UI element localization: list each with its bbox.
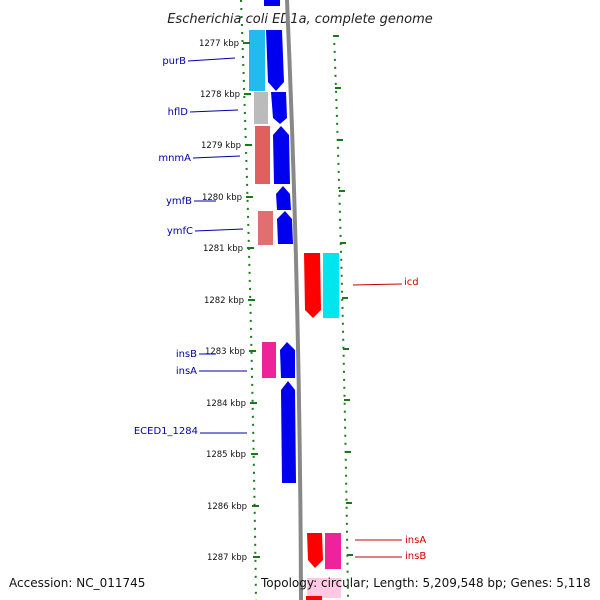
- gene-insA-right-arrow: [307, 533, 323, 568]
- kbp-tick-labels: 1277 kbp 1278 kbp 1279 kbp 1280 kbp 1281…: [199, 39, 260, 563]
- gene-insB-left-cds: [262, 342, 276, 378]
- gene-ymfC-arrow: [277, 211, 293, 244]
- gene-top-blue-fragment: [264, 0, 280, 6]
- gene-icd-arrow: [304, 253, 321, 318]
- genome-summary-text: Topology: circular; Length: 5,209,548 bp…: [261, 576, 591, 590]
- gene-bottom-red-fragment: [306, 596, 322, 600]
- gene-ECED1_1284-arrow: [281, 381, 296, 483]
- tick-1283: 1283 kbp: [205, 347, 245, 357]
- gene-mnmA-arrow: [273, 126, 290, 184]
- gene-insA-left-arrow: [280, 342, 295, 378]
- map-title: Escherichia coli ED1a, complete genome: [167, 12, 433, 27]
- tick-1277: 1277 kbp: [199, 39, 239, 49]
- gene-purB-cds: [249, 30, 265, 91]
- label-ymfB[interactable]: ymfB: [166, 196, 192, 207]
- tick-1286: 1286 kbp: [207, 502, 247, 512]
- right-ruler-ticks: [333, 35, 353, 556]
- tick-1278: 1278 kbp: [200, 90, 240, 100]
- gene-ymfC-cds: [258, 211, 273, 245]
- label-hflD[interactable]: hflD: [168, 107, 189, 118]
- tick-1280: 1280 kbp: [202, 193, 242, 203]
- gene-hflD-arrow: [271, 92, 287, 124]
- left-gene-labels: purB hflD mnmA ymfB ymfC insB insA ECED1…: [134, 56, 247, 437]
- label-insB-left[interactable]: insB: [176, 349, 197, 360]
- gene-mnmA-cds: [255, 126, 270, 184]
- label-insB-right[interactable]: insB: [405, 551, 426, 562]
- gene-hflD-cds: [254, 92, 268, 124]
- gene-ymfB-arrow: [276, 186, 291, 210]
- tick-1279: 1279 kbp: [201, 141, 241, 151]
- gene-bottom-pink-fragment: [307, 578, 341, 598]
- tick-1285: 1285 kbp: [206, 450, 246, 460]
- tick-1281: 1281 kbp: [203, 244, 243, 254]
- gene-purB-arrow: [266, 30, 284, 91]
- label-icd[interactable]: icd: [404, 277, 419, 288]
- label-purB[interactable]: purB: [162, 56, 186, 67]
- label-insA-left[interactable]: insA: [176, 366, 197, 377]
- tick-1287: 1287 kbp: [207, 553, 247, 563]
- tick-1282: 1282 kbp: [204, 296, 244, 306]
- accession-text: Accession: NC_011745: [9, 576, 146, 590]
- gene-insB-right-cds: [325, 533, 341, 569]
- right-dotted-ruler: [333, 34, 349, 600]
- label-ymfC[interactable]: ymfC: [167, 226, 193, 237]
- tick-1284: 1284 kbp: [206, 399, 246, 409]
- gene-icd-partner-cds: [323, 253, 339, 318]
- label-ECED1_1284[interactable]: ECED1_1284: [134, 426, 198, 437]
- label-insA-right[interactable]: insA: [405, 535, 426, 546]
- right-gene-labels: icd insA insB: [352, 277, 426, 562]
- genome-backbone: [285, 0, 303, 600]
- label-mnmA[interactable]: mnmA: [158, 153, 191, 164]
